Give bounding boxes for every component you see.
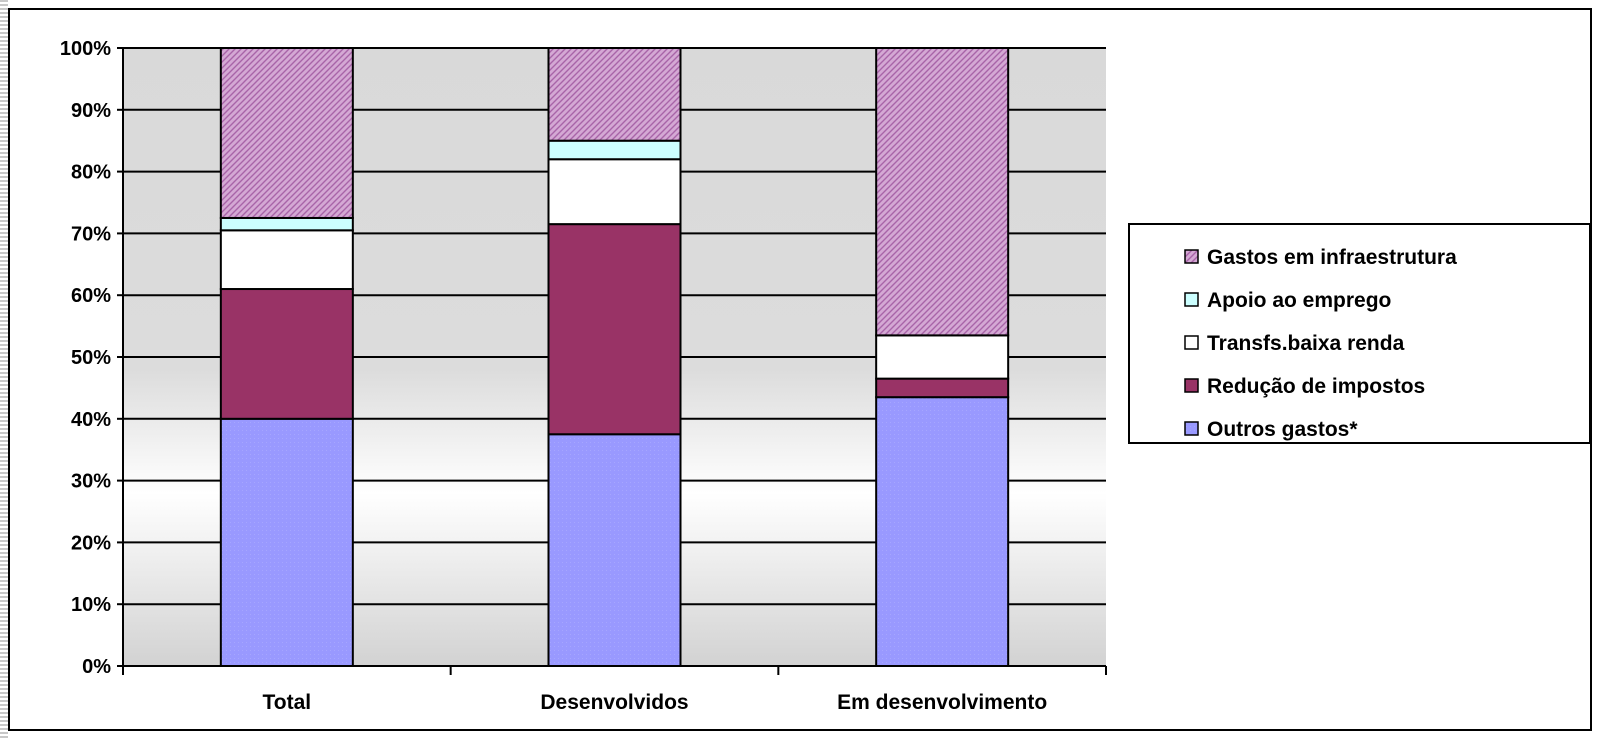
bar-segment: [547, 158, 682, 226]
y-tick-label: 70%: [71, 223, 111, 245]
bar-segment: [875, 334, 1010, 380]
x-category-label: Em desenvolvimento: [837, 691, 1047, 714]
legend-swatch: [1184, 378, 1199, 393]
plot-area: 0% 10% 20% 30% 40% 50% 60% 70% 80% 90% 100% Total De…: [60, 38, 1107, 714]
y-tick-label: 100%: [60, 38, 111, 60]
bar-segment: [219, 229, 354, 291]
legend-swatch: [1184, 421, 1199, 436]
legend-label: Redução de impostos: [1207, 375, 1425, 398]
y-tick-label: 40%: [71, 409, 111, 431]
y-tick-label: 60%: [71, 285, 111, 307]
x-category-label: Desenvolvidos: [540, 691, 688, 714]
legend-swatch: [1184, 335, 1199, 350]
legend-label: Transfs.baixa renda: [1207, 332, 1405, 355]
bar-segment: [219, 216, 354, 232]
y-tick-label: 0%: [82, 656, 111, 678]
left-edge-decoration: [0, 0, 8, 739]
legend-swatch: [1184, 292, 1199, 307]
y-tick-label: 30%: [71, 471, 111, 493]
y-tick-label: 20%: [71, 532, 111, 554]
chart-frame: 0% 10% 20% 30% 40% 50% 60% 70% 80% 90% 100% Total De…: [8, 8, 1592, 731]
legend-label: Outros gastos*: [1207, 418, 1358, 441]
bar-segment: [875, 396, 1010, 667]
bar-segment: [219, 47, 354, 219]
y-tick-label: 10%: [71, 594, 111, 616]
bar-segment: [219, 288, 354, 420]
legend-box: [1128, 223, 1591, 444]
bar-segment: [547, 139, 682, 161]
y-tick-label: 50%: [71, 347, 111, 369]
legend-label: Gastos em infraestrutura: [1207, 246, 1457, 269]
x-category-label: Total: [263, 691, 312, 714]
bar-segment: [547, 223, 682, 436]
bar-segment: [547, 47, 682, 142]
legend-label: Apoio ao emprego: [1207, 289, 1391, 312]
y-tick-label: 90%: [71, 100, 111, 122]
bar-segment: [875, 377, 1010, 399]
legend-swatch: [1184, 249, 1199, 264]
legend: Gastos em infraestrutura Apoio ao emprego…: [1128, 223, 1591, 444]
stacked-bar-chart: 0% 10% 20% 30% 40% 50% 60% 70% 80% 90% 100% Total De…: [60, 38, 1591, 714]
y-tick-label: 80%: [71, 162, 111, 184]
bar-segment: [875, 47, 1010, 337]
bar-segment: [547, 433, 682, 667]
bar-segment: [219, 417, 354, 667]
